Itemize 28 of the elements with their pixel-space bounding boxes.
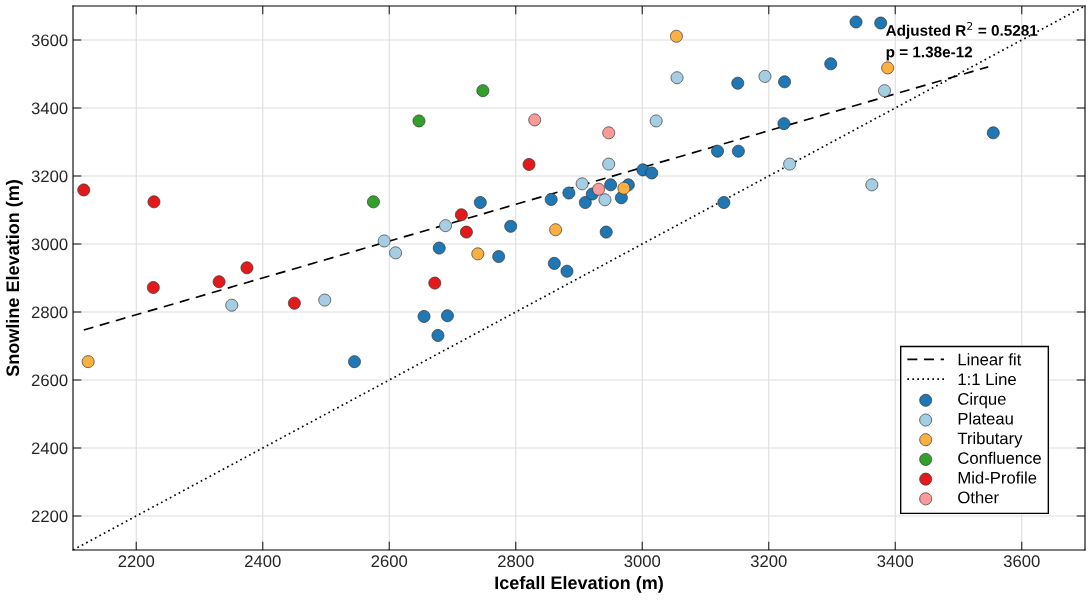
x-tick-label: 2200 [118,555,155,568]
x-tick-label: 2400 [245,555,281,568]
legend-label: Confluence [958,451,1041,464]
x-tick-label: 3600 [1003,555,1040,568]
x-tick-label: 3200 [750,555,787,568]
legend-label: Other [958,491,999,504]
y-tick-label: 3200 [31,170,68,183]
x-tick-label: 3400 [877,555,914,568]
annotation: Adjusted R$^{2}$ = 0.5281 [886,21,1038,39]
annotation: p = 1.38e-12 [886,46,973,61]
x-tick-label: 2600 [371,555,408,568]
y-tick-label: 3000 [31,238,68,251]
legend-label: Mid-Profile [958,471,1037,484]
legend-label: Tributary [957,432,1023,448]
legend-label: 1:1 Line [958,372,1016,386]
legend-label: Linear fit [958,353,1022,366]
y-tick-label: 2600 [31,374,68,387]
y-tick-label: 2400 [31,442,68,455]
y-axis-title: Snowline Elevation (m) [5,180,23,377]
x-tick-label: 2800 [498,555,534,568]
y-tick-label: 3400 [31,102,68,115]
legend-label: Cirque [958,392,1006,409]
x-axis-title: Icefall Elevation (m) [495,575,663,593]
y-tick-label: 3600 [31,34,68,47]
x-tick-label: 3000 [624,555,661,568]
y-tick-label: 2200 [31,510,68,523]
y-tick-label: 2800 [31,306,68,319]
legend-label: Plateau [958,412,1013,425]
